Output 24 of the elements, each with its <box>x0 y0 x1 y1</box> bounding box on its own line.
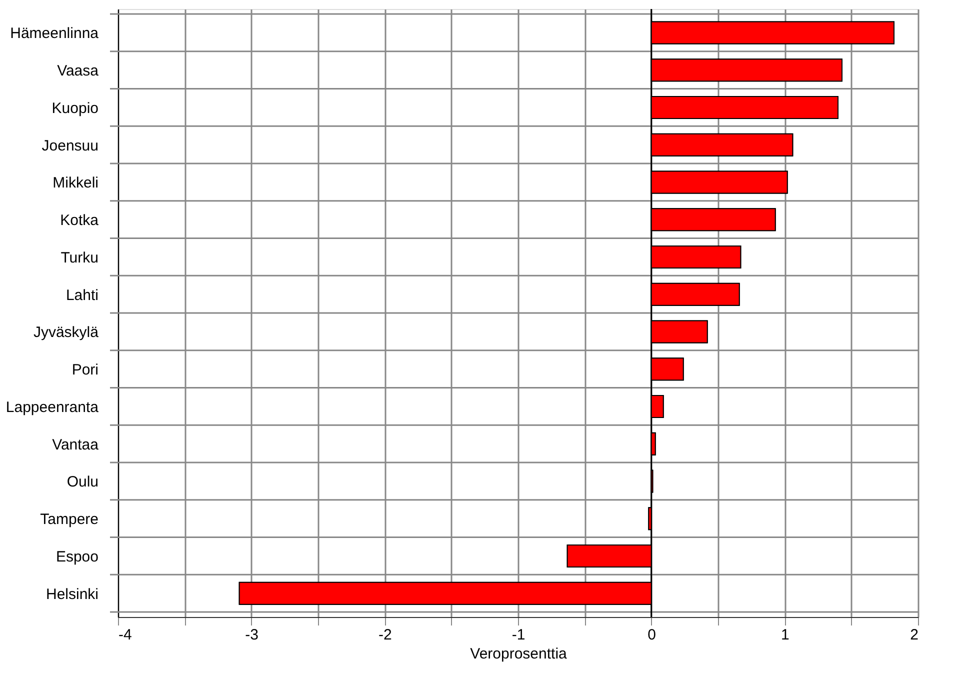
y-tick-label: Joensuu <box>42 137 98 154</box>
x-tick-label: 1 <box>780 626 790 644</box>
y-tick-label: Espoo <box>56 548 98 566</box>
y-tick-label: Pori <box>72 362 98 379</box>
y-tick-label: Lappeenranta <box>6 398 100 416</box>
y-tick-label: Vaasa <box>57 62 100 80</box>
y-tick-label: Kuopio <box>52 100 98 117</box>
y-tick-label: Tampere <box>40 511 98 528</box>
x-tick-label: -4 <box>118 626 132 644</box>
x-tick-label: -3 <box>245 626 259 644</box>
y-tick-label: Hämeenlinna <box>10 25 100 42</box>
y-tick-label: Lahti <box>66 286 98 304</box>
y-tick-label: Oulu <box>66 474 98 491</box>
y-tick-label: Turku <box>60 249 98 266</box>
x-axis-title: Veroprosenttia <box>470 646 568 662</box>
x-tick-label: 0 <box>648 626 656 644</box>
y-tick-label: Vantaa <box>52 436 100 454</box>
x-tick-label: -2 <box>378 626 392 644</box>
y-tick-label: Kotka <box>60 212 100 230</box>
y-tick-label: Jyväskylä <box>33 324 100 342</box>
x-tick-label: -1 <box>512 626 526 644</box>
x-tick-label: 2 <box>910 626 918 644</box>
y-tick-label: Mikkeli <box>52 174 98 192</box>
y-tick-label: Helsinki <box>46 586 98 603</box>
